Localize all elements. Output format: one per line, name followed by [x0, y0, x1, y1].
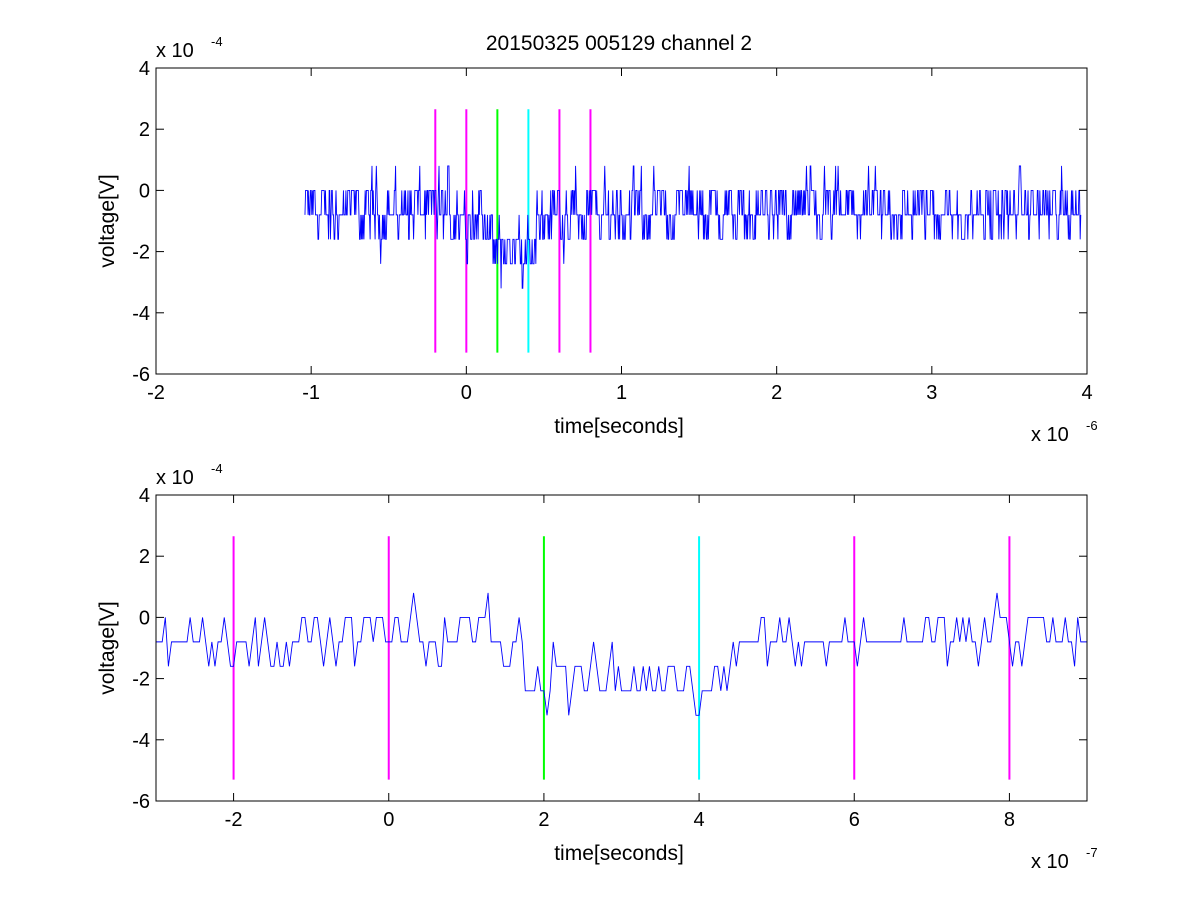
y-tick-label: -6: [132, 791, 150, 813]
x-tick-label: 3: [926, 382, 937, 404]
y-exponent-bottom: x 10 -4: [156, 461, 223, 489]
x-exponent-base-bottom: x 10: [1031, 851, 1069, 873]
subplot-top: -2 -1 0 1 2 3 4 -6 -4 -2 0 2 4 time[seconds] voltage…: [96, 34, 1098, 446]
axes-box-bottom: [155, 494, 1088, 802]
y-exponent-top: x 10 -4: [156, 34, 223, 62]
signal-line: [304, 165, 1082, 289]
signal-series-top: [304, 165, 1082, 289]
signal-line: [156, 592, 1087, 716]
ticks-top: -2 -1 0 1 2 3 4 -6 -4 -2 0 2 4: [132, 58, 1092, 404]
y-tick-label: 2: [139, 119, 150, 141]
subplot-bottom: -2 0 2 4 6 8 -6 -4 -2 0 2 4 time[seconds] voltage[V…: [96, 461, 1098, 873]
x-tick-label: 2: [538, 809, 549, 831]
x-tick-label: 2: [771, 382, 782, 404]
y-tick-label: -6: [132, 364, 150, 386]
plot-area-bottom: [156, 495, 1087, 801]
plot-area-top: [156, 68, 1087, 374]
x-axis-label-top: time[seconds]: [554, 415, 684, 438]
x-exponent-bottom: x 10 -7: [1031, 845, 1098, 873]
y-tick-label: -4: [132, 730, 150, 752]
y-tick-label: 0: [139, 180, 150, 202]
marker-lines-top: [434, 109, 592, 353]
chart-title: 20150325 005129 channel 2: [486, 32, 752, 55]
y-tick-label: -4: [132, 303, 150, 325]
y-exponent-base-top: x 10: [156, 40, 194, 62]
x-tick-label: 0: [461, 382, 472, 404]
x-tick-label: 8: [1004, 809, 1015, 831]
y-exponent-value-bottom: -4: [211, 461, 223, 476]
x-tick-label: 4: [694, 809, 705, 831]
y-tick-label: -2: [132, 669, 150, 691]
x-tick-label: 6: [849, 809, 860, 831]
x-tick-label: -1: [302, 382, 320, 404]
x-axis-label-bottom: time[seconds]: [554, 842, 684, 865]
y-exponent-value-top: -4: [211, 34, 223, 49]
y-axis-label-top: voltage[V]: [96, 174, 119, 267]
x-exponent-base-top: x 10: [1031, 424, 1069, 446]
y-tick-label: 0: [139, 607, 150, 629]
y-exponent-base-bottom: x 10: [156, 467, 194, 489]
y-tick-label: -2: [132, 242, 150, 264]
y-axis-label-bottom: voltage[V]: [96, 601, 119, 694]
x-exponent-top: x 10 -6: [1031, 418, 1098, 446]
marker-lines-bottom: [232, 536, 1011, 780]
signal-series-bottom: [156, 592, 1087, 716]
ticks-bottom: -2 0 2 4 6 8 -6 -4 -2 0 2 4: [132, 485, 1087, 831]
y-tick-label: 4: [139, 485, 150, 507]
y-tick-label: 4: [139, 58, 150, 80]
x-tick-label: 4: [1081, 382, 1092, 404]
x-tick-label: 0: [383, 809, 394, 831]
y-tick-label: 2: [139, 546, 150, 568]
x-tick-label: 1: [616, 382, 627, 404]
x-exponent-value-top: -6: [1086, 418, 1098, 433]
x-tick-label: -2: [225, 809, 243, 831]
x-tick-label: -2: [147, 382, 165, 404]
x-exponent-value-bottom: -7: [1086, 845, 1098, 860]
